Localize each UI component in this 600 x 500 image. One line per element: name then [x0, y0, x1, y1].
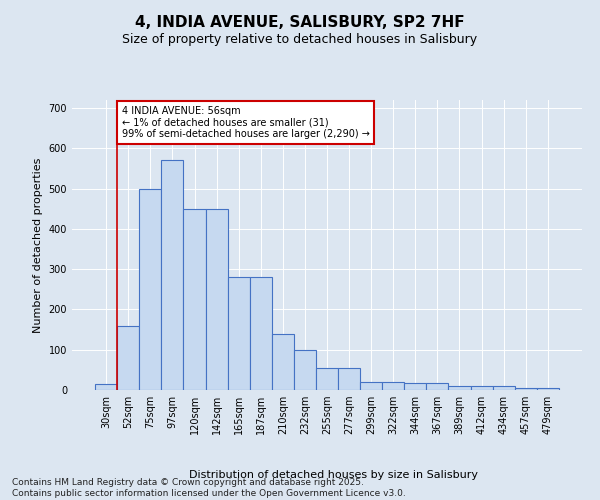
Bar	[515, 388, 537, 390]
Text: 4 INDIA AVENUE: 56sqm
← 1% of detached houses are smaller (31)
99% of semi-detac: 4 INDIA AVENUE: 56sqm ← 1% of detached h…	[122, 106, 370, 139]
Bar	[316, 368, 338, 390]
Bar	[537, 388, 559, 390]
Bar	[360, 382, 382, 390]
Bar	[470, 386, 493, 390]
Bar	[382, 382, 404, 390]
Text: Contains HM Land Registry data © Crown copyright and database right 2025.
Contai: Contains HM Land Registry data © Crown c…	[12, 478, 406, 498]
Bar	[139, 188, 161, 390]
Text: Distribution of detached houses by size in Salisbury: Distribution of detached houses by size …	[188, 470, 478, 480]
Text: 4, INDIA AVENUE, SALISBURY, SP2 7HF: 4, INDIA AVENUE, SALISBURY, SP2 7HF	[135, 15, 465, 30]
Bar	[272, 334, 294, 390]
Bar	[117, 326, 139, 390]
Bar	[493, 386, 515, 390]
Bar	[161, 160, 184, 390]
Bar	[294, 350, 316, 390]
Bar	[184, 209, 206, 390]
Bar	[448, 386, 470, 390]
Y-axis label: Number of detached properties: Number of detached properties	[33, 158, 43, 332]
Bar	[227, 277, 250, 390]
Text: Size of property relative to detached houses in Salisbury: Size of property relative to detached ho…	[122, 32, 478, 46]
Bar	[95, 384, 117, 390]
Bar	[427, 383, 448, 390]
Bar	[206, 209, 227, 390]
Bar	[404, 383, 427, 390]
Bar	[338, 368, 360, 390]
Bar	[250, 277, 272, 390]
